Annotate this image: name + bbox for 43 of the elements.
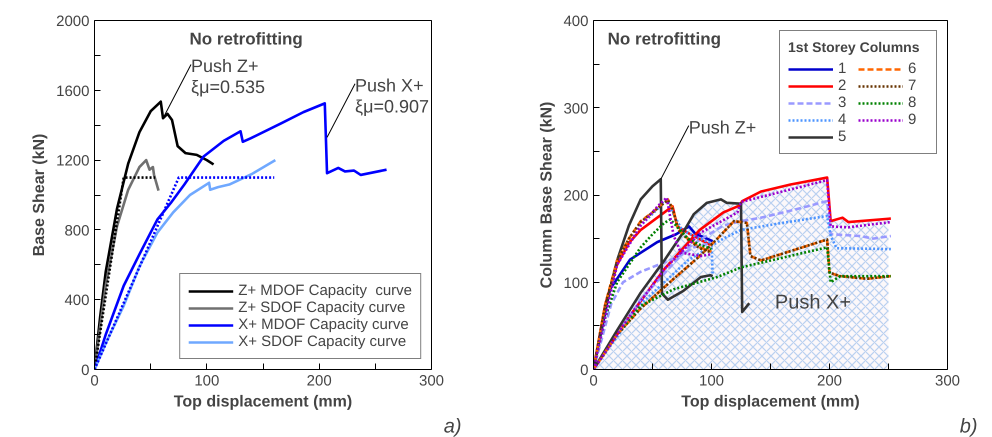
y-tick-label: 400 [64,292,90,310]
x-tick-label: 200 [816,372,842,390]
y-tick-label: 1200 [56,152,90,170]
legend-label: 9 [908,111,918,128]
text: No retrofitting [608,30,721,48]
x-tick-label: 300 [418,372,444,390]
legend-label: 6 [908,60,918,77]
y-tick-label: 1600 [56,82,90,100]
legend-label: Z+ SDOF Capacity curve [238,299,406,316]
annotation: Push Z+ [688,117,756,138]
legend-label: 2 [838,77,848,94]
annotation: Push X+ [774,292,852,314]
y-axis-title: Base Shear (kN) [31,134,48,256]
y-tick-label: 0 [580,362,588,379]
text: No retrofitting [189,30,303,48]
legend-title: 1st Storey Columns [788,39,920,55]
legend-label: 8 [908,94,918,111]
y-tick-label: 0 [81,362,90,379]
annotation: Push X+ ξμ=0.907 [355,75,430,116]
y-axis-title: Column Base Shear (kN) [538,102,556,288]
x-axis-title: Top displacement (mm) [174,394,352,410]
legend-label: 4 [838,111,848,128]
x-axis-title: Top displacement (mm) [681,394,860,410]
legend-label: 3 [838,94,848,111]
legend-label: 7 [908,77,918,94]
y-tick-label: 400 [563,13,589,30]
y-tick-label: 2000 [56,13,90,30]
y-tick-label: 800 [64,222,90,240]
y-tick-label: 100 [563,274,589,292]
legend-label: Z+ MDOF Capacity curve [238,282,412,299]
legend-label: 5 [838,128,848,145]
text: a) [444,416,462,437]
x-tick-label: 300 [934,372,960,390]
legend-label: X+ SDOF Capacity curve [238,333,406,350]
text: b) [960,416,978,437]
legend-label: X+ MDOF Capacity curve [238,316,409,333]
y-tick-label: 300 [563,100,589,118]
annotation: Push Z+ ξμ=0.535 [191,56,266,98]
y-tick-label: 200 [563,188,589,204]
legend-label: 1 [838,60,848,77]
x-tick-label: 100 [698,372,724,390]
x-tick-label: 100 [194,372,220,390]
x-tick-label: 200 [306,372,332,390]
